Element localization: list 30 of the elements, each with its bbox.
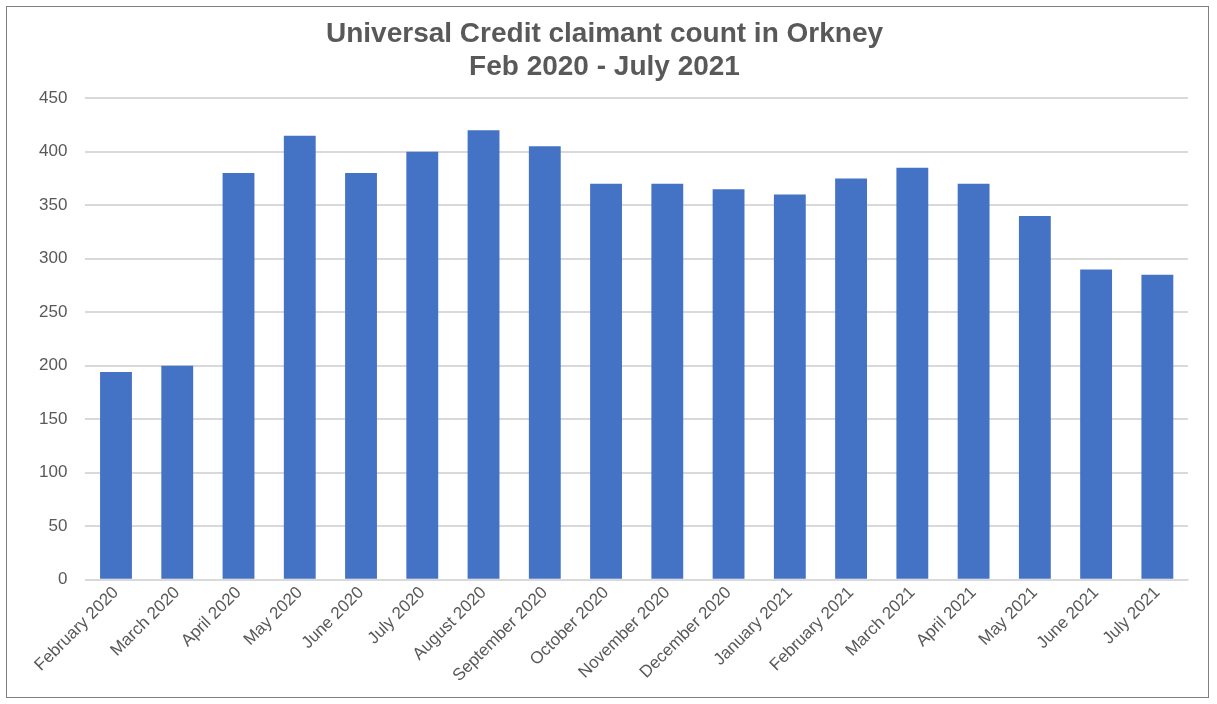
bar [161,365,194,579]
bar [957,183,990,579]
bar [1018,215,1051,579]
y-tick-label: 350 [38,194,68,214]
bar [283,135,316,579]
bar [835,178,868,579]
bar [222,173,255,579]
y-tick-label: 450 [38,87,68,107]
y-tick-label: 50 [48,515,68,535]
y-tick-label: 300 [38,248,68,268]
bar [590,183,622,579]
bar [896,167,929,579]
y-tick-label: 150 [38,408,68,428]
y-tick-label: 100 [38,462,68,482]
chart-title: Universal Credit claimant count in Orkney [325,16,884,48]
bar [100,372,132,579]
bar [345,173,377,579]
y-tick-label: 200 [38,355,68,375]
bar [467,130,500,579]
bar [773,194,806,579]
bar [1080,269,1113,579]
bar [406,151,439,579]
bar [1141,274,1174,579]
bar [651,183,684,579]
y-tick-label: 400 [38,141,68,161]
chart-subtitle: Feb 2020 - July 2021 [469,50,740,82]
y-tick-label: 0 [57,569,68,589]
bar [712,189,745,579]
bar [528,146,561,579]
y-tick-label: 250 [38,301,68,321]
